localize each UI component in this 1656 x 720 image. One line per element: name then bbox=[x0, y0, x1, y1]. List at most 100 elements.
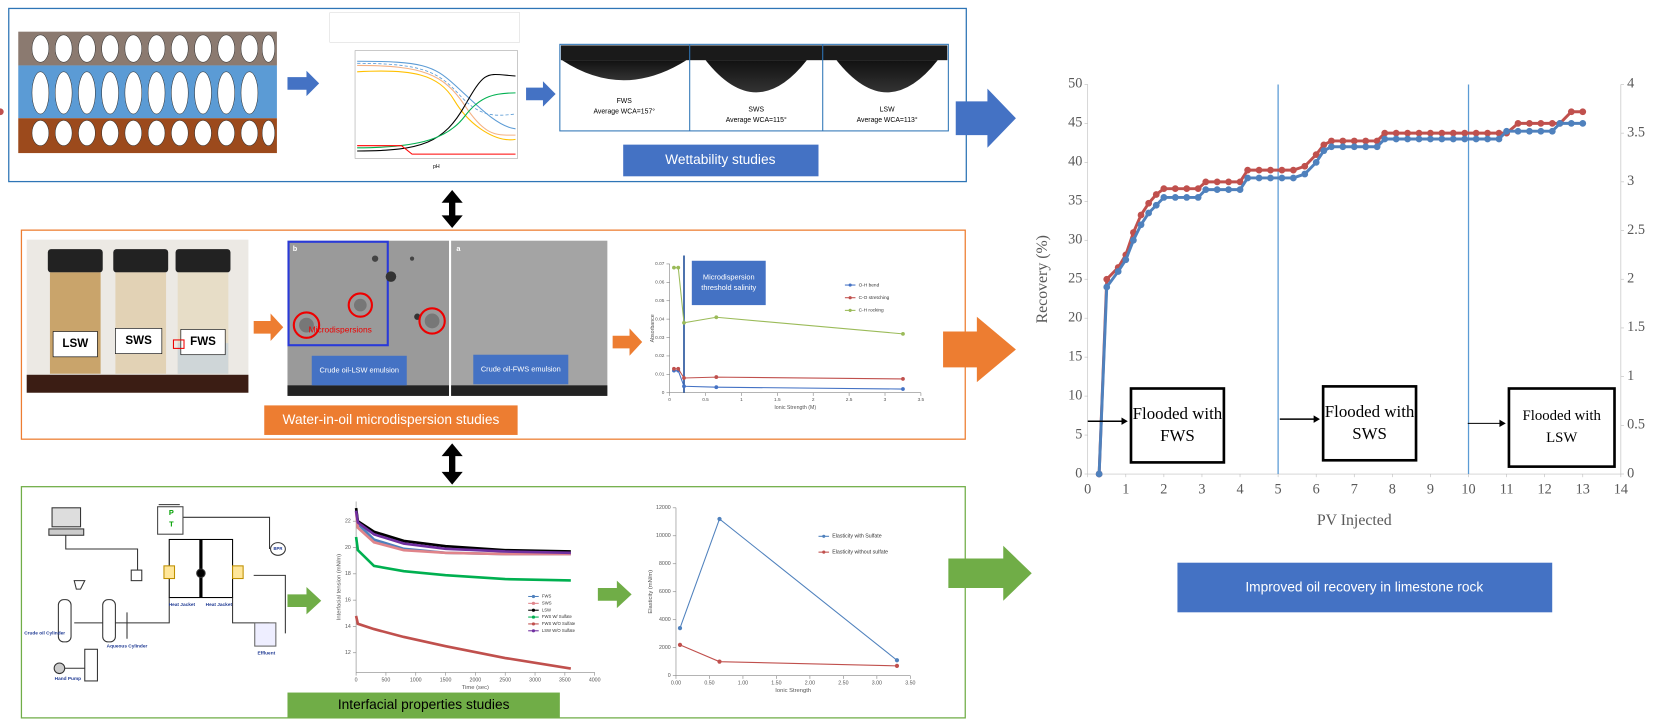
x-tick-label: 2.00 bbox=[805, 680, 815, 686]
y-tick-label: 35 bbox=[1068, 193, 1082, 209]
x-tick-label: 3.00 bbox=[872, 680, 882, 686]
legend-swatch bbox=[849, 283, 852, 286]
arrow bbox=[287, 71, 319, 96]
annotation-arrowhead bbox=[1499, 420, 1505, 427]
y-axis-label: Recovery (%) bbox=[1034, 235, 1051, 323]
bottle-label: LSW bbox=[62, 337, 88, 350]
y-tick-label: 18 bbox=[345, 571, 351, 577]
data-point bbox=[1557, 120, 1564, 127]
data-point bbox=[1526, 128, 1533, 135]
data-point bbox=[682, 384, 686, 388]
page: pH FWS Average WCA=157° SWS Average WCA=… bbox=[0, 0, 1656, 720]
density-plot bbox=[330, 13, 520, 159]
data-point bbox=[1183, 194, 1190, 201]
x-tick-label: 1 bbox=[740, 397, 743, 403]
data-point bbox=[678, 643, 682, 647]
y-tick-label: 0.06 bbox=[655, 280, 665, 286]
arrow bbox=[254, 314, 284, 341]
x-tick-label: 4000 bbox=[589, 677, 601, 683]
legend-swatch bbox=[532, 629, 535, 632]
data-point bbox=[1214, 178, 1221, 185]
x-tick-label: 2 bbox=[812, 397, 815, 403]
x-tick-label: 10 bbox=[1461, 482, 1475, 498]
data-point bbox=[1122, 256, 1129, 263]
image-tag: b bbox=[293, 244, 298, 253]
x-tick-label: 2 bbox=[1160, 482, 1167, 498]
data-point bbox=[1450, 136, 1457, 143]
annotation-arrowhead bbox=[1314, 415, 1320, 422]
x-tick-label: 0.00 bbox=[671, 680, 681, 686]
data-point bbox=[1160, 194, 1167, 201]
section-label: Improved oil recovery in limestone rock bbox=[1245, 580, 1483, 595]
legend-label: SWS bbox=[542, 600, 552, 605]
annotation: Microdispersionthreshold salinity bbox=[701, 273, 756, 293]
data-point bbox=[1115, 268, 1122, 275]
data-point bbox=[1496, 136, 1503, 143]
data-point bbox=[1461, 130, 1468, 137]
legend-label: C-O stretching bbox=[859, 295, 890, 301]
y2-tick-label: 1 bbox=[1627, 368, 1634, 384]
data-point bbox=[1214, 186, 1221, 193]
data-point bbox=[682, 376, 686, 380]
y-tick-label: 2000 bbox=[659, 645, 671, 651]
data-point bbox=[676, 266, 680, 270]
section-label: Wettability studies bbox=[665, 152, 775, 167]
x-tick-label: 3.5 bbox=[918, 397, 925, 403]
section-label: Water-in-oil microdispersion studies bbox=[283, 412, 500, 427]
legend-swatch bbox=[822, 535, 825, 538]
x-tick-label: 12 bbox=[1538, 482, 1552, 498]
data-point bbox=[1416, 136, 1423, 143]
x-tick-label: 3.50 bbox=[905, 680, 915, 686]
data-point bbox=[901, 377, 905, 381]
x-axis-label: Ionic Strength bbox=[775, 688, 811, 694]
y-tick-label: 10000 bbox=[656, 533, 671, 539]
y2-tick-label: 4 bbox=[1627, 76, 1634, 92]
section-label: Interfacial properties studies bbox=[338, 697, 510, 712]
y-tick-label: 14 bbox=[345, 624, 351, 630]
data-point bbox=[714, 385, 718, 389]
x-axis-label: Time (sec) bbox=[462, 685, 489, 691]
data-point bbox=[1339, 143, 1346, 150]
data-point bbox=[1290, 175, 1297, 182]
y-tick-label: 22 bbox=[345, 519, 351, 525]
data-point bbox=[678, 626, 682, 630]
data-point bbox=[1172, 185, 1179, 192]
image-label: FWS bbox=[617, 98, 633, 105]
data-point bbox=[1130, 237, 1137, 244]
data-point bbox=[1320, 141, 1327, 148]
schematic-label: Hand Pump bbox=[55, 676, 81, 682]
data-point bbox=[1320, 147, 1327, 154]
x-tick-label: 13 bbox=[1576, 482, 1590, 498]
data-point bbox=[1138, 212, 1145, 219]
y-tick-label: 5 bbox=[1075, 426, 1082, 442]
x-axis-label: PV Injected bbox=[1317, 512, 1392, 529]
x-tick-label: 1500 bbox=[440, 677, 452, 683]
image-note: Microdispersions bbox=[309, 325, 372, 335]
image-caption: Average WCA=113° bbox=[857, 116, 918, 124]
data-point bbox=[1515, 128, 1522, 135]
legend-swatch bbox=[849, 309, 852, 312]
data-point bbox=[1404, 130, 1411, 137]
data-point bbox=[1225, 186, 1232, 193]
legend-swatch bbox=[532, 609, 535, 612]
data-point bbox=[1537, 120, 1544, 127]
data-point bbox=[1267, 167, 1274, 174]
legend-label: LSW bbox=[542, 607, 551, 612]
axis-label: pH bbox=[433, 164, 440, 170]
data-point bbox=[1568, 108, 1575, 115]
legend-label: Elasticity with Sulfate bbox=[832, 534, 882, 540]
schematic-label: Heat Jacket bbox=[169, 602, 196, 608]
x-tick-label: 0.5 bbox=[702, 397, 709, 403]
x-tick-label: 6 bbox=[1313, 482, 1320, 498]
annotation-box bbox=[1509, 389, 1615, 467]
y-tick-label: 10 bbox=[1068, 387, 1082, 403]
data-point bbox=[1328, 138, 1335, 145]
schematic-label: T bbox=[169, 520, 174, 529]
data-point bbox=[1537, 128, 1544, 135]
x-tick-label: 2.5 bbox=[846, 397, 853, 403]
data-point bbox=[1381, 130, 1388, 137]
x-tick-label: 3 bbox=[884, 397, 887, 403]
data-point bbox=[1328, 143, 1335, 150]
data-point bbox=[1103, 284, 1110, 291]
y-tick-label: 0 bbox=[662, 390, 665, 396]
